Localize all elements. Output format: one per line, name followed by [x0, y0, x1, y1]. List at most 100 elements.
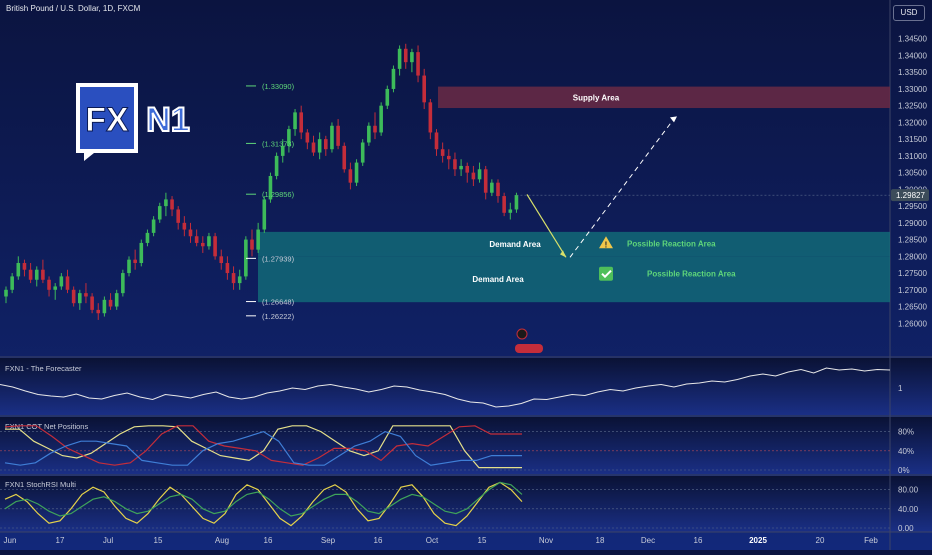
- projection-up-arrow[interactable]: [569, 117, 676, 258]
- candle-body[interactable]: [403, 48, 408, 63]
- candle-body[interactable]: [477, 169, 482, 180]
- forecaster-pane[interactable]: FXN1 - The Forecaster 1: [0, 364, 903, 408]
- candle-body[interactable]: [170, 199, 174, 210]
- candle-body[interactable]: [508, 209, 513, 213]
- candle-body[interactable]: [127, 259, 131, 274]
- event-flags-icon[interactable]: [515, 344, 543, 353]
- candle-body[interactable]: [428, 102, 433, 133]
- candle-body[interactable]: [274, 155, 279, 176]
- stoch-series-line[interactable]: [4, 481, 523, 517]
- candle-body[interactable]: [108, 299, 113, 307]
- candle-body[interactable]: [422, 75, 426, 103]
- candle-body[interactable]: [151, 219, 156, 233]
- candle-body[interactable]: [71, 289, 76, 304]
- candle-body[interactable]: [342, 145, 347, 170]
- cot-series-line[interactable]: [4, 425, 522, 466]
- candle-body[interactable]: [305, 132, 310, 143]
- projection-down-arrow[interactable]: [526, 194, 567, 258]
- candle-body[interactable]: [231, 273, 236, 284]
- event-icon[interactable]: [516, 328, 528, 340]
- candle-body[interactable]: [16, 263, 21, 277]
- candle-body[interactable]: [207, 236, 211, 247]
- candle-body[interactable]: [256, 229, 260, 250]
- forecaster-series-line[interactable]: [0, 367, 891, 408]
- candle-body[interactable]: [465, 165, 470, 173]
- candle-body[interactable]: [391, 68, 396, 89]
- candle-body[interactable]: [496, 182, 500, 197]
- candle-body[interactable]: [483, 169, 488, 193]
- candle-body[interactable]: [237, 276, 242, 284]
- candle-body[interactable]: [416, 52, 420, 76]
- candle-body[interactable]: [490, 182, 494, 193]
- stochrsi-pane[interactable]: FXN1 StochRSI Multi 80.00 40.00 0.00: [0, 480, 919, 533]
- candle-body[interactable]: [10, 276, 14, 290]
- candle-body[interactable]: [157, 206, 162, 220]
- candle-body[interactable]: [453, 159, 457, 170]
- demand-area-zone[interactable]: [258, 256, 890, 303]
- candle-body[interactable]: [41, 269, 45, 280]
- candle-body[interactable]: [293, 112, 297, 130]
- candle-body[interactable]: [4, 289, 8, 297]
- candle-body[interactable]: [367, 125, 371, 143]
- candle-body[interactable]: [250, 239, 254, 250]
- candle-body[interactable]: [397, 48, 402, 69]
- candle-body[interactable]: [330, 125, 334, 150]
- candle-body[interactable]: [311, 142, 316, 153]
- candle-body[interactable]: [213, 236, 217, 257]
- candle-body[interactable]: [502, 196, 506, 213]
- candle-body[interactable]: [219, 256, 224, 264]
- cot-series-line[interactable]: [4, 430, 522, 466]
- candle-body[interactable]: [280, 145, 285, 156]
- candle-body[interactable]: [440, 149, 445, 156]
- candle-body[interactable]: [182, 222, 187, 230]
- candle-body[interactable]: [194, 236, 199, 243]
- candle-body[interactable]: [317, 139, 322, 153]
- candle-body[interactable]: [225, 263, 230, 274]
- candle-body[interactable]: [78, 293, 82, 304]
- candle-body[interactable]: [28, 269, 33, 280]
- candle-body[interactable]: [34, 269, 39, 280]
- candle-body[interactable]: [90, 296, 94, 310]
- candle-body[interactable]: [244, 239, 248, 277]
- candle-body[interactable]: [262, 199, 267, 230]
- candle-body[interactable]: [385, 88, 390, 106]
- candle-body[interactable]: [53, 286, 57, 290]
- candle-body[interactable]: [59, 276, 64, 287]
- candle-body[interactable]: [459, 165, 463, 170]
- candle-body[interactable]: [65, 276, 70, 290]
- candle-body[interactable]: [188, 229, 193, 237]
- candle-body[interactable]: [96, 309, 101, 314]
- candle-body[interactable]: [299, 112, 303, 133]
- candle-body[interactable]: [348, 169, 353, 183]
- candle-body[interactable]: [514, 195, 519, 210]
- cot-series-line[interactable]: [5, 425, 522, 469]
- candle-body[interactable]: [176, 209, 180, 223]
- candle-body[interactable]: [471, 172, 476, 180]
- candle-body[interactable]: [268, 175, 273, 200]
- candle-body[interactable]: [145, 232, 150, 243]
- candle-body[interactable]: [324, 139, 328, 150]
- candle-body[interactable]: [354, 162, 359, 183]
- supply-area-zone[interactable]: [438, 86, 890, 109]
- candle-body[interactable]: [373, 125, 377, 133]
- time-axis[interactable]: Jun 17 Jul 15 Aug 16 Sep 16 Oct 15 Nov 18 Dec 16 2025 2…: [4, 536, 879, 545]
- stoch-series-line[interactable]: [4, 481, 523, 527]
- candle-body[interactable]: [102, 299, 107, 314]
- price-pane[interactable]: 1.34500 1.34000 1.33500 1.33000 1.32500 1.320…: [4, 35, 929, 353]
- candle-body[interactable]: [84, 293, 88, 297]
- currency-button[interactable]: USD: [893, 5, 925, 21]
- candle-body[interactable]: [133, 259, 137, 264]
- demand-area-zone[interactable]: [258, 231, 890, 257]
- candle-body[interactable]: [201, 242, 205, 247]
- candle-body[interactable]: [22, 263, 27, 270]
- candle-body[interactable]: [121, 273, 125, 294]
- candle-body[interactable]: [336, 125, 340, 146]
- candle-body[interactable]: [287, 129, 291, 146]
- cot-pane[interactable]: FXN1 COT Net Positions 80% 40% 0%: [0, 422, 914, 475]
- candle-body[interactable]: [447, 155, 451, 160]
- candle-body[interactable]: [410, 52, 414, 63]
- candle-body[interactable]: [114, 293, 119, 307]
- symbol-title[interactable]: British Pound / U.S. Dollar, 1D, FXCM: [6, 4, 141, 13]
- candle-body[interactable]: [164, 199, 168, 207]
- candle-body[interactable]: [360, 142, 365, 163]
